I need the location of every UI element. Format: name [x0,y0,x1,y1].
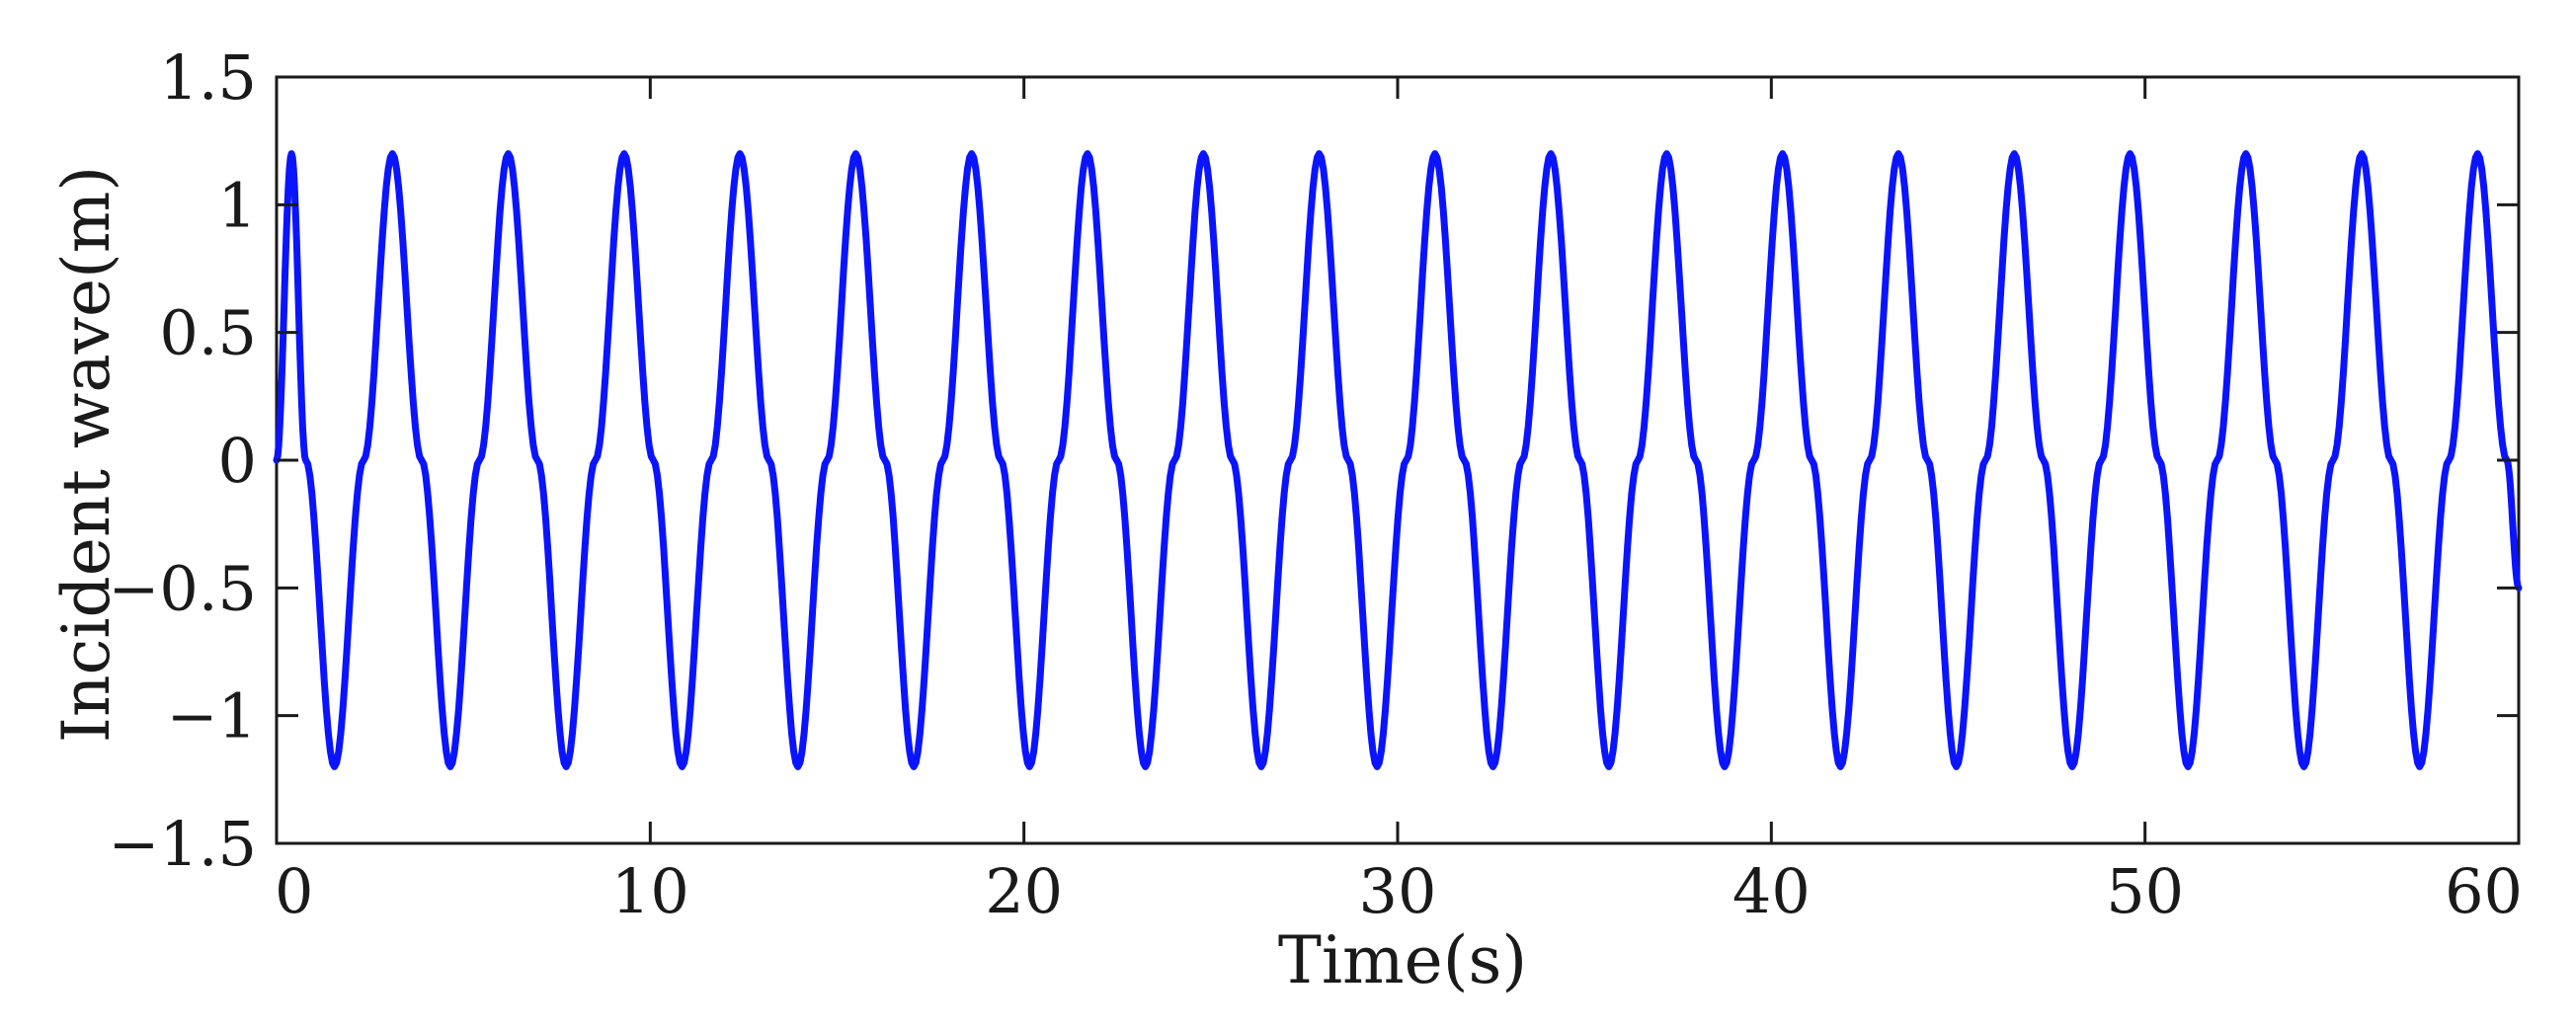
y-axis-title: Incident wave(m) [48,166,124,743]
series-line-1 [273,150,2523,770]
x-tick-label: 50 [2106,855,2184,927]
x-tick-label: 60 [2445,855,2523,927]
y-tick-label: 0.5 [159,297,257,369]
x-tick-label: 40 [1732,855,1811,927]
x-axis-ticks [275,77,2521,843]
y-tick-label: −1 [167,680,257,753]
x-tick-label: 30 [1359,855,1437,927]
y-axis-ticks [277,75,2519,845]
x-axis-tick-labels: 0 10 20 30 40 50 60 [275,855,2523,927]
x-tick-label: 20 [985,855,1063,927]
y-tick-label: 1.5 [159,41,257,114]
y-tick-label: 1 [218,169,257,241]
x-tick-label: 10 [611,855,689,927]
x-axis-title: Time(s) [1278,922,1527,998]
y-tick-label: 0 [218,425,257,497]
y-axis-tick-labels: −1.5 −1 −0.5 0 0.5 1 1.5 [108,41,257,880]
y-tick-label: −1.5 [108,808,257,880]
x-tick-label: 0 [275,855,313,927]
y-tick-label: −0.5 [108,552,257,624]
plot-area [273,75,2523,845]
